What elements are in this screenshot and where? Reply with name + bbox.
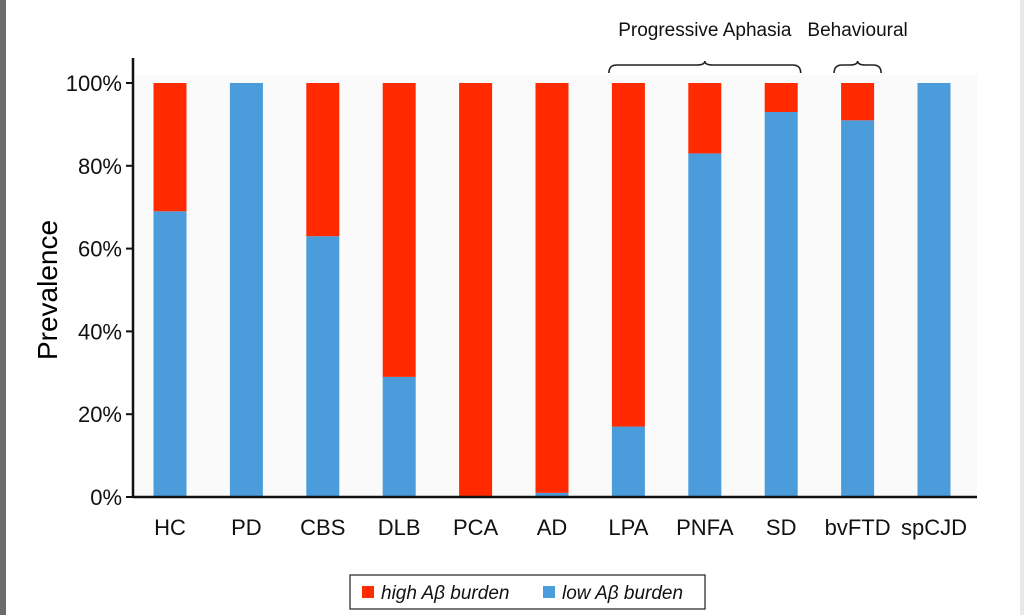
bar-cbs-high: [306, 83, 340, 237]
bar-pnfa-low: [688, 153, 722, 497]
y-ticks-layer: 0% 20% 40% 60% 80% 100%: [66, 71, 133, 510]
y-axis-label: Prevalence: [32, 220, 63, 360]
bar-dlb-low: [382, 376, 416, 497]
axes-layer: [131, 58, 977, 499]
x-ticks-layer: HC PD CBS DLB PCA AD LPA PNFA SD bvFTD spCJD: [154, 515, 967, 540]
group-label: Progressive Aphasia: [618, 20, 792, 41]
legend-swatch: [362, 586, 374, 598]
bar-hc-high: [153, 83, 187, 212]
legend-label: high Aβ burden: [381, 583, 509, 604]
y-tick-label: 20%: [78, 402, 122, 427]
x-tick-label-ad: AD: [537, 515, 568, 540]
legend-box: [349, 574, 706, 610]
window-left-edge: [0, 0, 6, 615]
x-tick-label-spcjd: spCJD: [901, 515, 967, 540]
x-tick-label-sd: SD: [766, 515, 797, 540]
y-tick-label: 100%: [66, 71, 122, 96]
legend-swatch: [543, 586, 555, 598]
bar-sd-high: [764, 83, 798, 112]
bar-pca-high: [459, 83, 493, 497]
bar-ad-high: [535, 83, 569, 493]
x-tick-label-lpa: LPA: [608, 515, 648, 540]
legend: high Aβ burden low Aβ burden: [349, 574, 706, 610]
x-tick-label-hc: HC: [154, 515, 186, 540]
bar-ad-low: [535, 492, 569, 497]
x-tick-label-dlb: DLB: [378, 515, 421, 540]
bars-layer: [153, 83, 951, 498]
x-tick-label-bvftd: bvFTD: [825, 515, 891, 540]
bar-lpa-low: [611, 426, 645, 497]
group-brace: [608, 60, 802, 74]
y-tick-label: 40%: [78, 319, 122, 344]
group-labels-layer: Progressive Aphasia Behavioural: [608, 20, 908, 74]
legend-label: low Aβ burden: [562, 583, 683, 604]
bar-pnfa-high: [688, 83, 722, 154]
bar-sd-low: [764, 112, 798, 497]
y-tick-label: 0%: [90, 485, 122, 510]
bar-pd-low: [229, 83, 263, 497]
bar-cbs-low: [306, 236, 340, 497]
x-tick-label-pnfa: PNFA: [676, 515, 734, 540]
bar-lpa-high: [611, 83, 645, 427]
bar-bvftd-low: [841, 120, 875, 498]
group-label: Behavioural: [807, 20, 907, 41]
y-tick-label: 80%: [78, 154, 122, 179]
x-tick-label-pca: PCA: [453, 515, 499, 540]
y-tick-label: 60%: [78, 237, 122, 262]
bar-bvftd-high: [841, 83, 875, 121]
bar-spcjd-low: [917, 83, 951, 497]
group-brace: [833, 60, 882, 74]
window-right-edge: [1020, 0, 1024, 615]
x-tick-label-cbs: CBS: [300, 515, 345, 540]
bar-hc-low: [153, 211, 187, 498]
bar-dlb-high: [382, 83, 416, 377]
x-tick-label-pd: PD: [231, 515, 262, 540]
